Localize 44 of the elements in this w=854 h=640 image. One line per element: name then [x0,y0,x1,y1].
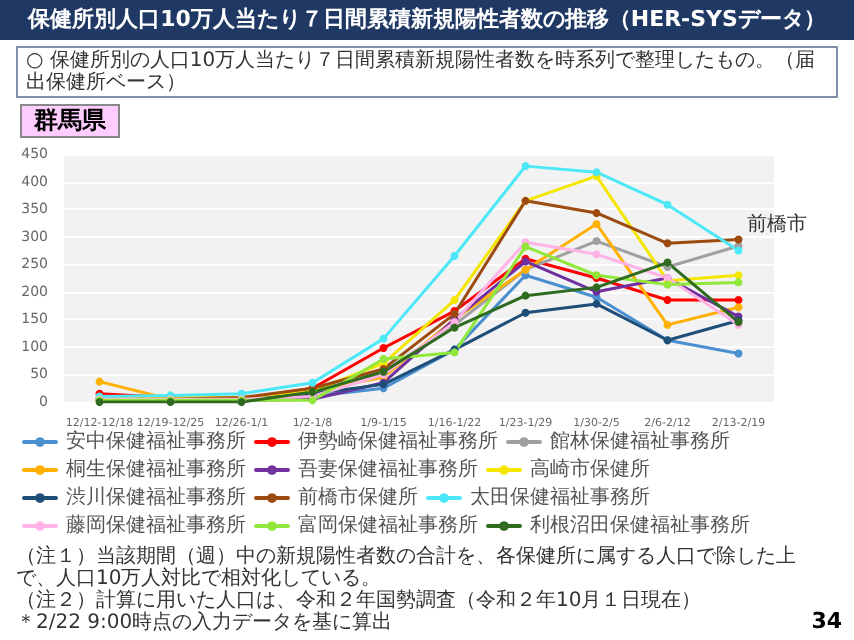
point [379,343,388,352]
annotation: 前橋市 [746,212,807,237]
point [521,308,530,317]
legend-label: 館林保健福祉事務所 [550,429,730,453]
point [521,162,530,171]
legend-label: 前橋市保健所 [298,485,418,509]
point [663,239,672,248]
point [734,235,743,244]
text: （注１）当該期間（週）中の新規陽性者数の合計を、各保健所に属する人口で除した上で、人口10万人対比で相対化している。 [16,546,798,590]
point [592,237,601,246]
point [734,349,743,358]
point [663,296,672,305]
legend-label: 伊勢崎保健福祉事務所 [298,429,498,453]
point [308,378,317,387]
chart-title: 保健所別人口10万人当たり７日間累積新規陽性者数の推移（HER-SYSデータ） [0,0,854,40]
text: 群馬県 [20,104,120,138]
legend-label: 安中保健福祉事務所 [66,429,246,453]
legend-label: 藤岡保健福祉事務所 [66,513,246,537]
point [734,271,743,280]
point [734,278,743,287]
point [663,258,672,267]
legend-label: 高崎市保健所 [530,457,650,481]
point [379,334,388,343]
point [734,303,743,312]
legend-label: 渋川保健福祉事務所 [66,485,246,509]
legend-label: 吾妻保健福祉事務所 [298,457,478,481]
legend-label: 利根沼田保健福祉事務所 [530,513,750,537]
point [663,200,672,209]
text: 34 [811,608,842,634]
legend-label: 桐生保健福祉事務所 [64,457,246,481]
point [592,250,601,259]
point [592,219,601,228]
legend-label: 富岡保健福祉事務所 [298,513,478,537]
text: （注２）計算に用いた人口は、令和２年国勢調査（令和２年10月１日現在） [16,590,704,612]
legend-label: 太田保健福祉事務所 [470,485,650,509]
point [450,251,459,260]
chart-subtitle: ○ 保健所別の人口10万人当たり７日間累積新規陽性者数を時系列で整理したもの。（届出保健所ベース） [16,46,838,98]
point [592,299,601,308]
point [450,296,459,305]
point [95,377,104,386]
text: ＊2/22 9:00時点の入力データを基に算出 [16,612,395,634]
point [663,320,672,329]
point [592,208,601,217]
point [521,291,530,300]
